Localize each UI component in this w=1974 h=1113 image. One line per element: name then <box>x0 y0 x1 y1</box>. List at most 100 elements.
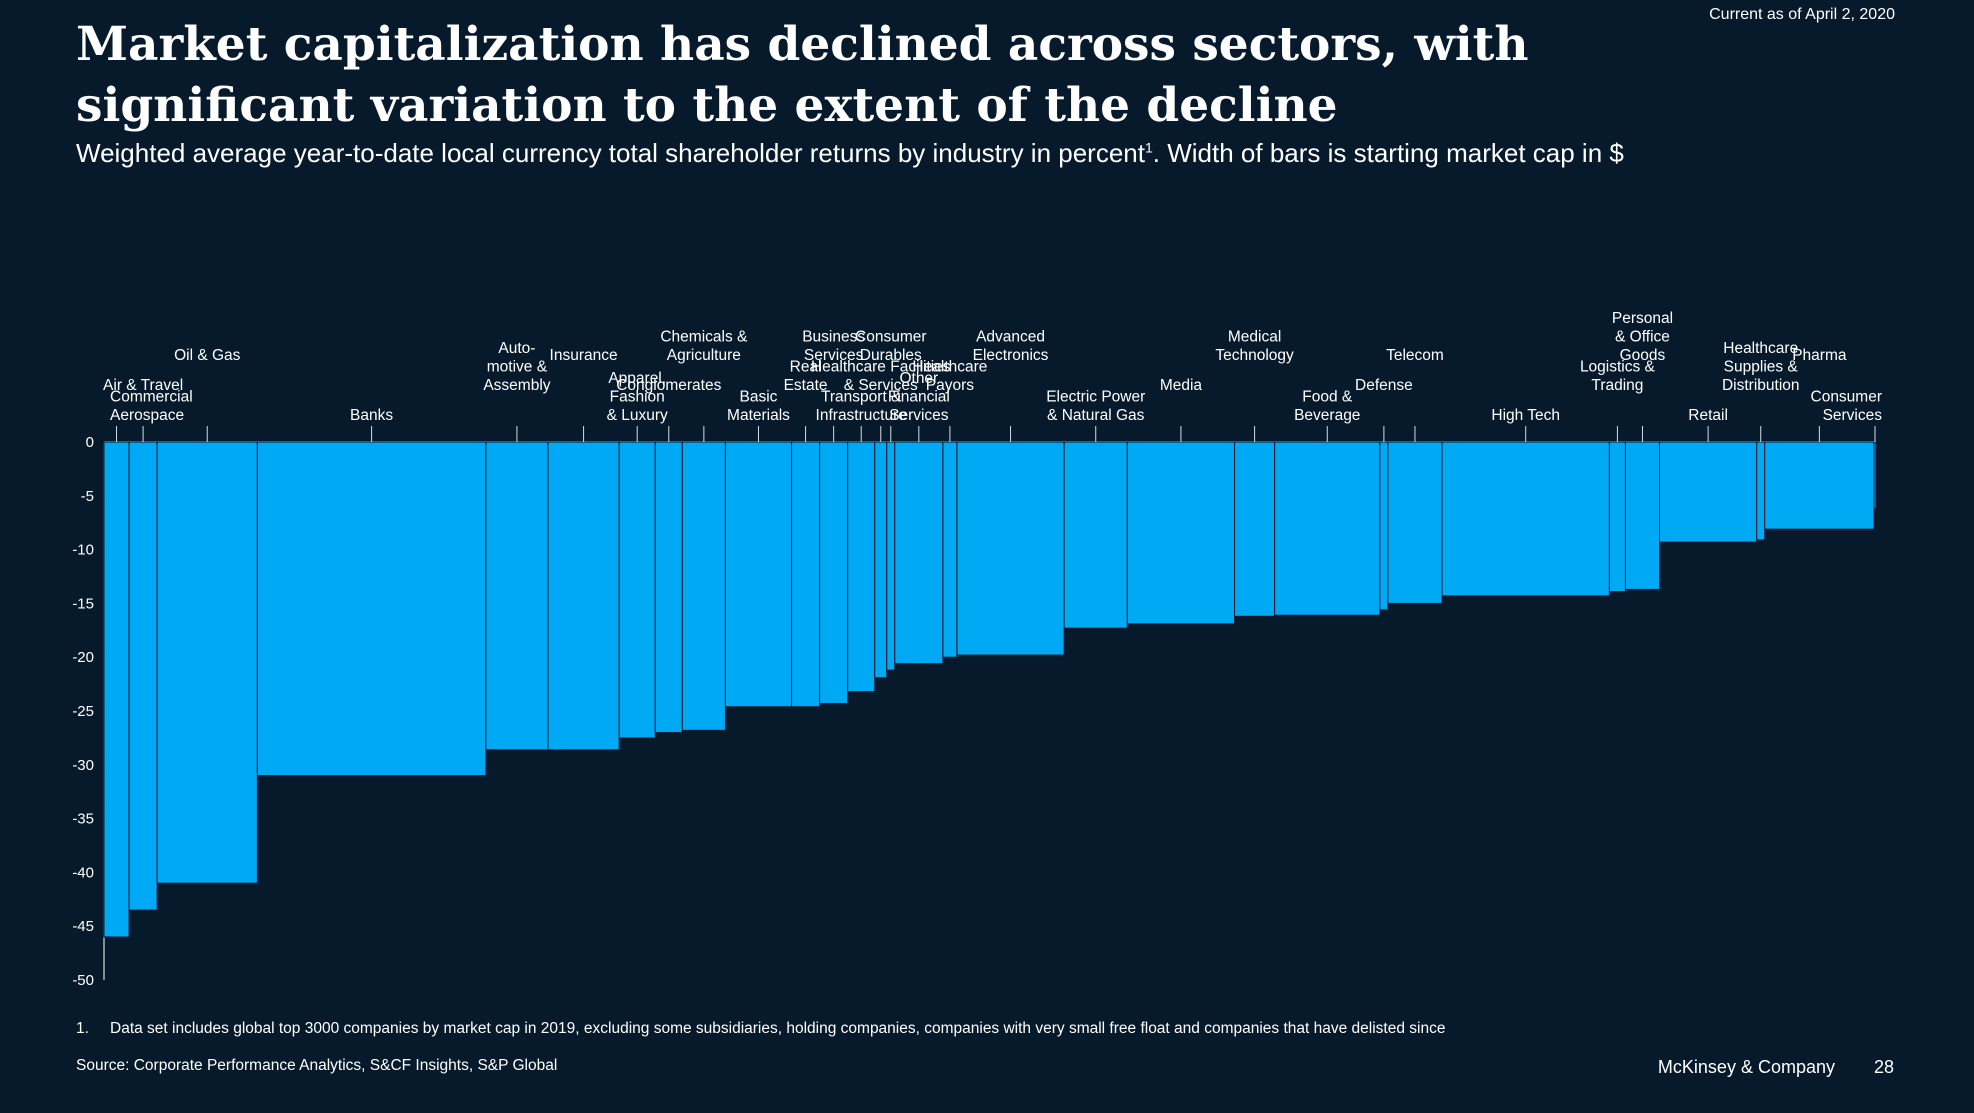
industry-label-line: Media <box>1160 377 1203 394</box>
bar <box>681 441 726 731</box>
subtitle-tail: . Width of bars is starting market cap i… <box>1152 138 1624 168</box>
as-of-date: Current as of April 2, 2020 <box>1709 6 1895 23</box>
bar <box>847 441 876 693</box>
industry-label-line: Consumer <box>855 329 927 346</box>
bar <box>256 441 487 777</box>
bar <box>1234 441 1276 617</box>
industry-label: Electric Power & Natural Gas <box>1046 389 1145 425</box>
bar <box>1126 441 1236 625</box>
industry-label: Advanced Electronics <box>973 329 1049 365</box>
industry-label-line: Aerospace <box>110 407 184 424</box>
bar <box>103 441 130 938</box>
bar <box>874 441 888 679</box>
bar <box>942 441 958 658</box>
y-tick-label: -20 <box>72 649 94 666</box>
bar <box>128 441 158 911</box>
industry-label-line: Apparel, <box>608 370 666 387</box>
industry-label-line: Defense <box>1355 377 1413 394</box>
industry-label: Consumer Durables <box>855 329 927 365</box>
industry-label-line: Conglomerates <box>616 377 721 394</box>
y-tick-label: -30 <box>72 757 94 774</box>
bar <box>956 441 1065 656</box>
industry-label: Basic Materials <box>727 389 790 425</box>
industry-label-line: Consumer <box>1811 389 1883 406</box>
industry-label: Healthcare Supplies & Distribution <box>1722 340 1800 394</box>
industry-label-line: & Luxury <box>607 407 668 424</box>
y-tick-label: -5 <box>81 488 94 505</box>
industry-label-line: Fashion <box>610 389 665 406</box>
bar <box>618 441 656 739</box>
bar <box>1441 441 1610 597</box>
industry-label: Transport & Infrastructure <box>816 389 907 425</box>
industry-label-line: Trading <box>1591 377 1643 394</box>
bar <box>1873 441 1877 510</box>
industry-label-line: Services <box>804 347 864 364</box>
industry-label-line: Healthcare <box>1723 340 1798 357</box>
industry-label-line: Payors <box>926 377 974 394</box>
y-tick-label: -10 <box>72 542 94 559</box>
bars <box>103 441 1877 938</box>
industry-label-line: Chemicals & <box>660 329 748 346</box>
industry-label-line: Goods <box>1620 347 1666 364</box>
industry-label: Insurance <box>550 347 618 364</box>
bar <box>485 441 549 751</box>
industry-label: Conglomerates <box>616 377 721 394</box>
industry-label-line: Banks <box>350 407 393 424</box>
industry-label: Business Services <box>802 329 865 365</box>
industry-label: Retail <box>1688 407 1728 424</box>
industry-label: Air & Travel <box>103 377 183 394</box>
industry-label: Commercial Aerospace <box>110 389 193 425</box>
bar <box>156 441 258 884</box>
y-tick-label: -45 <box>72 918 94 935</box>
industry-label: Healthcare Facilities & Services <box>811 359 951 395</box>
industry-label-line: High Tech <box>1491 407 1560 424</box>
industry-label-line: Beverage <box>1294 407 1360 424</box>
industry-label-line: Business <box>802 329 865 346</box>
industry-label-line: Transport & <box>821 389 902 406</box>
industry-label-line: Healthcare Facilities <box>811 359 951 376</box>
industry-label-line: Infrastructure <box>816 407 907 424</box>
industry-label-line: Medical <box>1228 329 1281 346</box>
industry-label-line: Assembly <box>483 377 550 394</box>
industry-label-line: Materials <box>727 407 790 424</box>
industry-label: Food & Beverage <box>1294 389 1360 425</box>
tsr-bar-chart: 0 -5 -10 -15 -20 -25 -30 -35 -40 -45 -50 Commercia… <box>72 310 1882 989</box>
bar <box>1764 441 1875 530</box>
industry-label-line: & Office <box>1615 329 1670 346</box>
industry-label-line: Services <box>1823 407 1883 424</box>
industry-label-line: Air & Travel <box>103 377 183 394</box>
bar <box>1387 441 1443 604</box>
industry-label: Pharma <box>1792 347 1847 364</box>
industry-label-line: Durables <box>860 347 922 364</box>
industry-label-line: & Services <box>844 377 918 394</box>
industry-label: Chemicals & Agriculture <box>660 329 748 365</box>
brand-name: McKinsey & Company <box>1657 1057 1835 1077</box>
industry-label-line: Real <box>790 359 822 376</box>
chart-subtitle: Weighted average year-to-date local curr… <box>76 138 1624 169</box>
y-tick-label: -40 <box>72 864 94 881</box>
industry-label: Other Financial Services <box>888 370 950 424</box>
bar <box>1063 441 1128 629</box>
industry-label-line: Electric Power <box>1046 389 1145 406</box>
bar <box>1659 441 1758 543</box>
industry-label-line: Commercial <box>110 389 193 406</box>
industry-label-line: Auto- <box>498 340 535 357</box>
bar <box>1274 441 1381 616</box>
industry-label: Medical Technology <box>1215 329 1294 365</box>
industry-label-line: Advanced <box>976 329 1045 346</box>
industry-label-line: Agriculture <box>667 347 741 364</box>
industry-label: Healthcare Payors <box>912 359 987 395</box>
industry-label-line: Logistics & <box>1580 359 1656 376</box>
industry-label-line: Telecom <box>1386 347 1444 364</box>
industry-label-line: Technology <box>1215 347 1294 364</box>
bar <box>894 441 944 665</box>
industry-label-line: Distribution <box>1722 377 1800 394</box>
industry-label-line: Healthcare <box>912 359 987 376</box>
page-number: 28 <box>1873 1057 1894 1077</box>
y-tick-label: -35 <box>72 811 94 828</box>
industry-label: Media <box>1160 377 1203 394</box>
footnote-marker: 1 <box>1144 139 1153 156</box>
industry-label: Personal & Office Goods <box>1612 310 1673 364</box>
footnote: 1. Data set includes global top 3000 comp… <box>76 1020 1445 1038</box>
